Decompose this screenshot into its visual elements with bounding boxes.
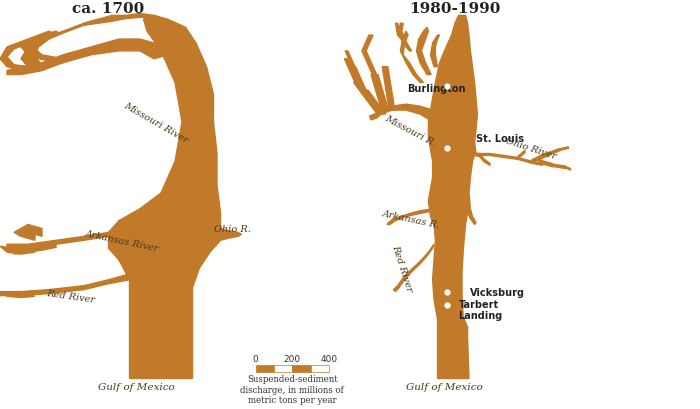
Polygon shape (108, 16, 241, 378)
Polygon shape (476, 154, 542, 166)
Polygon shape (344, 60, 359, 83)
Bar (256, 366, 274, 373)
Bar (311, 366, 329, 373)
Text: Arkansas R.: Arkansas R. (382, 209, 441, 229)
Text: Vicksburg: Vicksburg (470, 287, 526, 297)
Text: Tarbert
Landing: Tarbert Landing (458, 299, 503, 320)
Text: Ohio River: Ohio River (504, 136, 557, 161)
Text: Burlington: Burlington (407, 84, 466, 94)
Text: Missouri River: Missouri River (122, 101, 190, 145)
Polygon shape (553, 165, 566, 169)
Polygon shape (351, 67, 366, 91)
Polygon shape (566, 167, 570, 171)
Text: 400: 400 (321, 354, 337, 363)
Text: Missouri R.: Missouri R. (384, 113, 438, 148)
Polygon shape (532, 155, 542, 163)
Text: 0: 0 (253, 354, 258, 363)
Polygon shape (362, 52, 377, 75)
Polygon shape (14, 229, 35, 241)
Polygon shape (362, 36, 373, 52)
Polygon shape (395, 24, 406, 44)
Polygon shape (550, 149, 560, 155)
Polygon shape (0, 274, 130, 296)
Polygon shape (400, 32, 424, 83)
Polygon shape (560, 147, 568, 151)
Polygon shape (518, 151, 525, 159)
Bar (274, 366, 293, 373)
Polygon shape (21, 32, 66, 63)
Polygon shape (439, 300, 452, 378)
Polygon shape (387, 209, 434, 225)
Polygon shape (354, 83, 382, 111)
Polygon shape (539, 160, 553, 168)
Text: Arkansas River: Arkansas River (84, 229, 159, 253)
Text: St. Louis: St. Louis (476, 133, 524, 143)
Polygon shape (370, 105, 433, 123)
Text: 1980-1990: 1980-1990 (410, 2, 500, 16)
Text: Red River: Red River (391, 244, 414, 293)
Polygon shape (455, 319, 468, 378)
Polygon shape (0, 247, 35, 254)
Polygon shape (382, 67, 395, 111)
Text: Ohio R.: Ohio R. (214, 225, 251, 234)
Polygon shape (7, 40, 168, 75)
Text: Gulf of Mexico: Gulf of Mexico (406, 382, 483, 391)
Polygon shape (21, 16, 126, 72)
Text: Red River: Red River (46, 288, 95, 303)
Text: 200: 200 (284, 354, 301, 363)
Polygon shape (371, 75, 388, 111)
Polygon shape (7, 225, 130, 249)
Polygon shape (430, 36, 440, 67)
Polygon shape (21, 225, 42, 237)
Polygon shape (532, 153, 550, 164)
Polygon shape (345, 52, 355, 67)
Text: Suspended-sediment
discharge, in millions of
metric tons per year: Suspended-sediment discharge, in million… (240, 375, 344, 404)
Bar (293, 366, 311, 373)
Polygon shape (399, 24, 412, 52)
Polygon shape (0, 292, 35, 298)
Polygon shape (428, 16, 490, 378)
Polygon shape (416, 28, 431, 75)
Text: Gulf of Mexico: Gulf of Mexico (98, 382, 175, 391)
Polygon shape (360, 91, 386, 115)
Text: ca. 1700: ca. 1700 (72, 2, 145, 16)
Polygon shape (0, 32, 52, 72)
Polygon shape (84, 14, 154, 26)
Polygon shape (14, 245, 56, 254)
Polygon shape (393, 245, 434, 292)
